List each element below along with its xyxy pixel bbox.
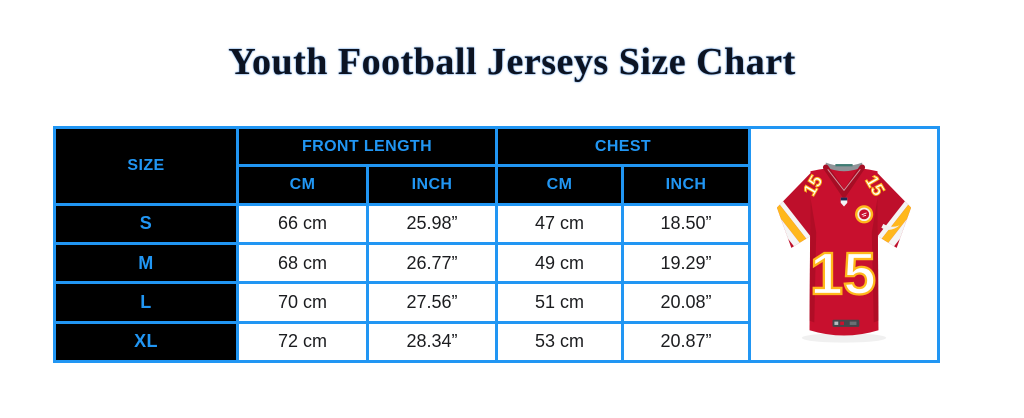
jersey-image: 15 15 15	[751, 129, 937, 360]
subheader-chest-inch: INCH	[621, 164, 751, 206]
chest-inch-value: 19.29”	[621, 241, 751, 285]
nfl-shield-icon	[840, 197, 848, 207]
page-title: Youth Football Jerseys Size Chart	[228, 41, 796, 83]
subheader-chest-cm: CM	[495, 164, 624, 206]
chest-inch-value: 20.87”	[621, 320, 751, 364]
jersey-graphic: 15 15 15	[776, 162, 912, 343]
jersey-collar	[822, 164, 866, 200]
size-label: L	[53, 281, 239, 324]
left-sleeve-stripes	[776, 193, 817, 248]
subheader-front-cm: CM	[236, 164, 369, 206]
size-label: M	[53, 241, 239, 285]
table-row-l: L 70 cm 27.56” 51 cm 20.08”	[53, 281, 939, 324]
size-chart-table: SIZE FRONT LENGTH CHEST	[53, 125, 940, 364]
subheader-front-inch: INCH	[366, 164, 498, 206]
front-length-cm-value: 70 cm	[236, 281, 369, 324]
chest-cm-value: 53 cm	[495, 320, 624, 364]
front-length-inch-value: 28.34”	[366, 320, 498, 364]
size-label: S	[53, 202, 239, 245]
chest-cm-value: 47 cm	[495, 202, 624, 245]
front-length-inch-value: 26.77”	[366, 241, 498, 285]
size-label: XL	[53, 320, 239, 364]
front-length-inch-value: 25.98”	[366, 202, 498, 245]
column-header-size: SIZE	[53, 126, 239, 206]
team-patch-icon	[855, 205, 874, 224]
front-length-cm-value: 66 cm	[236, 202, 369, 245]
jersey-photo-cell: 15 15 15	[748, 126, 940, 363]
nike-swoosh-icon	[881, 223, 900, 230]
front-length-cm-value: 68 cm	[236, 241, 369, 285]
table-row-m: M 68 cm 26.77” 49 cm 19.29”	[53, 241, 939, 285]
collar-interior	[825, 162, 863, 172]
table-row-s: S 66 cm 25.98” 47 cm 18.50”	[53, 202, 939, 245]
chest-inch-value: 20.08”	[621, 281, 751, 324]
column-group-chest: CHEST	[495, 125, 751, 168]
chest-cm-value: 51 cm	[495, 281, 624, 324]
table-row-xl: XL 72 cm 28.34” 53 cm 20.87”	[53, 320, 939, 364]
front-length-cm-value: 72 cm	[236, 320, 369, 364]
chest-number: 15	[810, 240, 876, 307]
right-sleeve-stripes	[871, 193, 912, 248]
jock-tag	[832, 319, 860, 327]
chest-cm-value: 49 cm	[495, 241, 624, 285]
front-length-inch-value: 27.56”	[366, 281, 498, 324]
column-group-front-length: FRONT LENGTH	[236, 125, 498, 168]
chest-inch-value: 18.50”	[621, 202, 751, 245]
